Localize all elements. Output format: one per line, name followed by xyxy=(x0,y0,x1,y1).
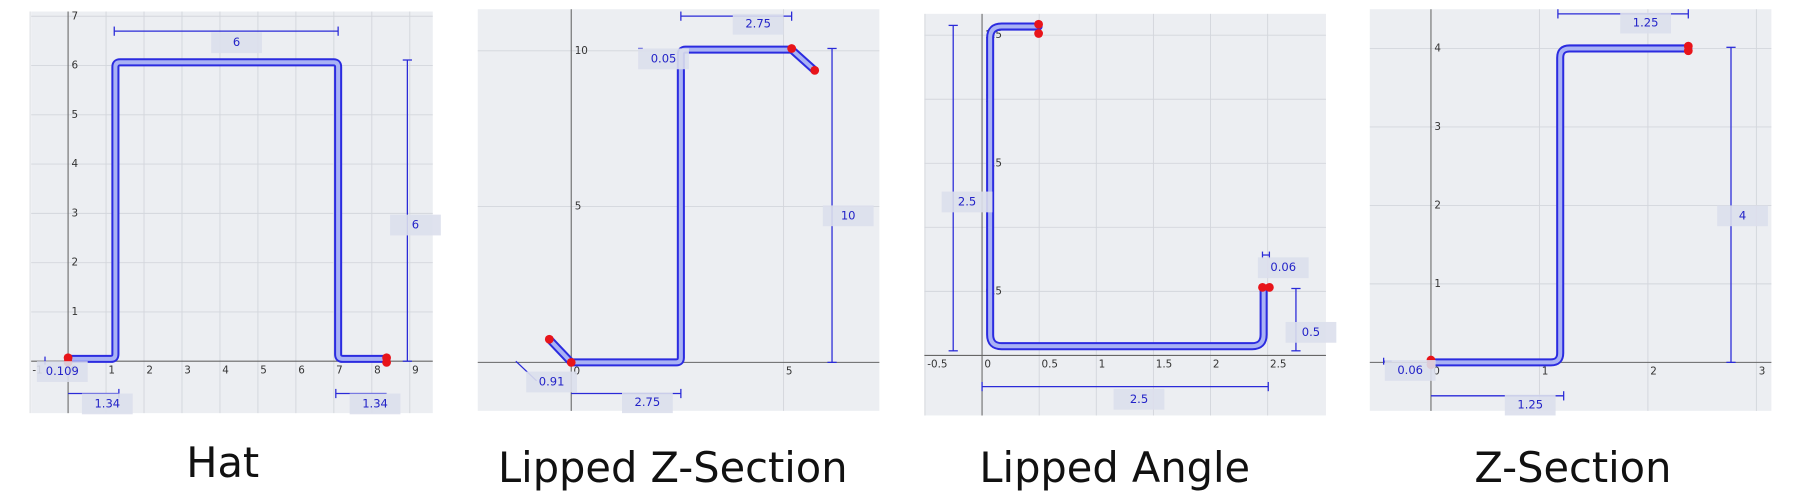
y-tick-label: 1 xyxy=(72,306,79,318)
x-tick-label: 1 xyxy=(1099,359,1106,371)
dimension-label-box xyxy=(1620,12,1671,34)
dimension-label-box xyxy=(81,393,133,415)
x-tick-label: 7 xyxy=(336,364,343,376)
section-panel: 0 1 2 3 1 2 3 4 1.25 4 0.06 1.25 xyxy=(1369,9,1772,416)
dimension-label-box xyxy=(36,361,88,382)
x-tick-label: 2 xyxy=(1213,359,1220,371)
x-tick-label: 0.5 xyxy=(1041,359,1058,371)
dimension-label: 2.5 xyxy=(958,194,976,208)
section-caption: Lipped Angle xyxy=(979,443,1250,492)
dimension-label: 2.5 xyxy=(1130,392,1148,406)
dimension-label-box xyxy=(526,371,577,393)
section-caption: Z-Section xyxy=(1474,443,1671,492)
x-tick-label: 0 xyxy=(984,359,991,371)
dimension-label: 1.25 xyxy=(1517,398,1543,412)
x-tick-label: 8 xyxy=(374,364,381,376)
dimension-label: 10 xyxy=(841,208,856,222)
x-tick-label: 5 xyxy=(260,364,267,376)
section-panel: -0.5 0 0.5 1 1.5 2 2.50.511.522.52.50.060.52.5 xyxy=(924,13,1337,416)
x-tick-label: 4 xyxy=(222,364,229,376)
y-tick-label: 7 xyxy=(72,10,79,22)
end-point xyxy=(1683,46,1693,56)
y-tick-label: 1 xyxy=(1434,278,1441,290)
dimension-label-box xyxy=(1257,257,1309,279)
plot-area xyxy=(1369,9,1772,411)
dimension-label: 0.5 xyxy=(1302,325,1320,339)
end-point xyxy=(1265,282,1274,292)
x-tick-label: 2 xyxy=(1650,366,1657,378)
end-point xyxy=(1034,29,1043,38)
section-caption: Hat xyxy=(186,438,259,487)
x-tick-label: 6 xyxy=(298,364,305,376)
x-tick-label: -0.5 xyxy=(927,359,947,371)
y-tick-label: 6 xyxy=(72,60,79,72)
end-point xyxy=(1258,282,1267,292)
dimension-label: 6 xyxy=(233,35,240,49)
dimension-label-box xyxy=(1384,360,1436,381)
dimension-label-box xyxy=(1113,388,1165,410)
dimension-label-box xyxy=(211,32,262,54)
dimension-label-box xyxy=(941,191,993,213)
x-tick-label: 1.5 xyxy=(1156,359,1173,371)
section-caption: Lipped Z-Section xyxy=(498,443,848,492)
dimension-label-box xyxy=(822,205,874,227)
x-tick-label: 2 xyxy=(146,364,153,376)
x-tick-label: 3 xyxy=(1759,366,1766,378)
plot-area xyxy=(31,11,433,414)
y-tick-label: 5 xyxy=(575,201,582,213)
dimension-label-box xyxy=(622,392,673,414)
dimension-label: 1.25 xyxy=(1633,16,1659,30)
dimension-label: 6 xyxy=(412,218,419,232)
y-tick-label: 3 xyxy=(1434,121,1441,133)
dimension-label-box xyxy=(349,393,401,415)
end-point xyxy=(544,334,554,344)
y-tick-label: 4 xyxy=(1434,42,1441,54)
x-tick-label: 5 xyxy=(786,366,793,378)
x-tick-label: 2.5 xyxy=(1270,359,1287,371)
end-point xyxy=(566,357,576,367)
dimension-label-box xyxy=(1285,321,1337,343)
dimension-label: 0.91 xyxy=(539,374,565,388)
dimension-label-box xyxy=(638,48,689,70)
end-point xyxy=(787,44,797,53)
end-point xyxy=(382,357,391,367)
y-tick-label: 5 xyxy=(72,109,79,121)
dimension-label: 4 xyxy=(1739,208,1746,222)
dimension-label: 2.75 xyxy=(745,17,771,31)
dimension-label: 0.06 xyxy=(1397,363,1423,377)
dimension-label: 0.109 xyxy=(46,364,79,378)
x-tick-label: 0 xyxy=(1433,366,1440,378)
x-tick-label: 3 xyxy=(184,364,191,376)
y-tick-label: 2 xyxy=(72,257,79,269)
figure-content: -101234567891234567660.1091.341.34Hat055… xyxy=(29,9,1772,492)
dimension-label: 0.06 xyxy=(1270,260,1296,274)
section-fill xyxy=(988,24,1266,349)
dimension-label-box xyxy=(1504,394,1556,416)
section-fill xyxy=(66,60,389,361)
x-tick-label: 9 xyxy=(412,364,419,376)
x-tick-label: 1 xyxy=(1542,366,1549,378)
y-tick-label: 10 xyxy=(575,45,588,57)
dimension-label: 1.34 xyxy=(362,396,388,410)
dimension-label-box xyxy=(1717,205,1768,227)
end-point xyxy=(810,66,820,75)
end-point xyxy=(1034,19,1043,29)
dimension-label: 1.34 xyxy=(94,396,120,410)
dimension-label: 2.75 xyxy=(635,395,661,409)
y-tick-label: 4 xyxy=(72,158,79,170)
y-tick-label: 3 xyxy=(72,207,79,219)
section-fill xyxy=(1428,46,1691,365)
dimension-label: 0.05 xyxy=(651,51,677,65)
dimension-label-box xyxy=(390,214,441,236)
x-tick-label: 1 xyxy=(108,364,115,376)
dimension-label-box xyxy=(732,13,784,35)
y-tick-label: 2 xyxy=(1434,199,1441,211)
